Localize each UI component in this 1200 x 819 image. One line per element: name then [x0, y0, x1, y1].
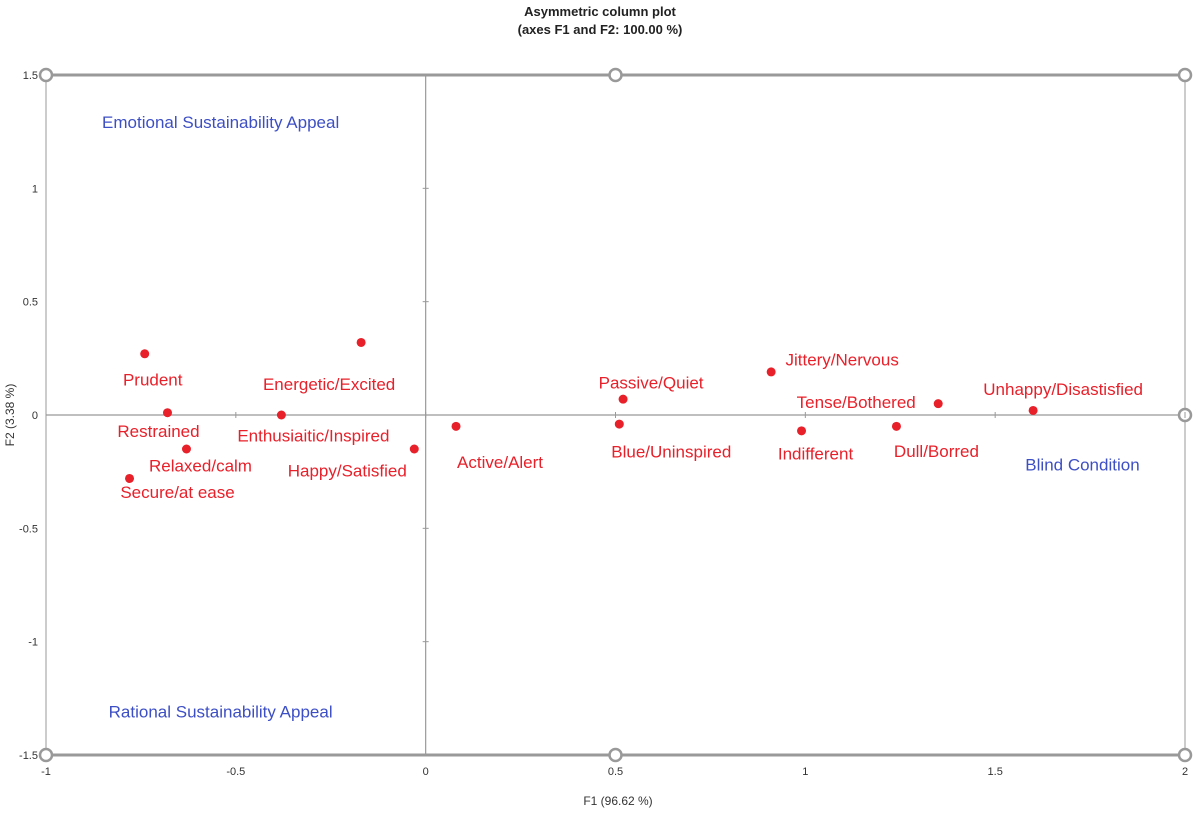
y-tick-label: -1 — [28, 637, 38, 649]
y-axis-label: F2 (3.38 %) — [3, 384, 17, 447]
data-point — [891, 421, 901, 431]
y-tick-label: 0.5 — [23, 297, 38, 309]
x-tick-label: -1 — [41, 766, 51, 778]
data-point — [1028, 405, 1038, 415]
data-point-label: Active/Alert — [457, 453, 543, 472]
frame-handle-circle — [38, 747, 54, 763]
data-point — [181, 444, 191, 454]
x-tick-label: 0 — [423, 766, 429, 778]
frame-handle-circle — [608, 747, 623, 763]
frame-handle-circle — [1177, 67, 1193, 83]
data-point-label: Relaxed/calm — [149, 457, 252, 476]
data-points: Prudent Energetic/Excited Restrained Enthus… — [102, 113, 1143, 721]
data-point-label: Jittery/Nervous — [785, 350, 898, 369]
data-point — [614, 419, 624, 429]
frame-handle-circle — [38, 67, 54, 83]
data-point — [933, 399, 943, 409]
x-tick-label: 1.5 — [988, 766, 1003, 778]
data-point-label: Unhappy/Disastisfied — [983, 380, 1143, 399]
data-point-label: Indifferent — [778, 444, 854, 463]
data-point — [125, 473, 135, 483]
y-tick-label: -1.5 — [19, 750, 38, 762]
x-axis-label: F1 (96.62 %) — [583, 794, 652, 808]
x-tick-label: 1 — [802, 766, 808, 778]
data-point-label: Tense/Bothered — [797, 393, 916, 412]
data-point — [409, 444, 419, 454]
data-point-label: Restrained — [117, 422, 199, 441]
y-tick-label: 1 — [32, 183, 38, 195]
frame-handle-circle — [608, 67, 623, 83]
data-point — [451, 421, 461, 431]
data-point — [766, 367, 776, 377]
data-point-label: Dull/Borred — [894, 442, 979, 461]
data-point — [356, 337, 366, 347]
y-tick-label: 1.5 — [23, 70, 38, 82]
frame-handle-circle — [1177, 747, 1193, 763]
data-point-label: Prudent — [123, 370, 183, 389]
data-point-label: Secure/at ease — [120, 483, 234, 502]
chart-title: Asymmetric column plot — [524, 4, 676, 19]
data-point-label: Happy/Satisfied — [288, 462, 407, 481]
y-tick-label: -0.5 — [19, 523, 38, 535]
data-point — [618, 394, 628, 404]
data-point — [797, 426, 807, 436]
x-tick-label: -0.5 — [226, 766, 245, 778]
chart-subtitle: (axes F1 and F2: 100.00 %) — [518, 22, 683, 37]
data-point-label: Passive/Quiet — [599, 374, 704, 393]
data-point — [276, 410, 286, 420]
column-point-label: Blind Condition — [1025, 455, 1139, 474]
tick-labels: -1 -0.5 0 0.5 1 1.5 21.510.50-0.5-1-1.5 — [19, 70, 1188, 778]
x-tick-label: 2 — [1182, 766, 1188, 778]
data-point — [162, 408, 172, 418]
data-point-label: Energetic/Excited — [263, 375, 395, 394]
column-point-label: Rational Sustainability Appeal — [109, 702, 333, 721]
data-point-label: Blue/Uninspired — [611, 443, 731, 462]
x-tick-label: 0.5 — [608, 766, 623, 778]
data-point-label: Enthusiaitic/Inspired — [237, 427, 389, 446]
data-point — [140, 349, 150, 359]
column-point-label: Emotional Sustainability Appeal — [102, 113, 339, 132]
y-tick-label: 0 — [32, 410, 38, 422]
